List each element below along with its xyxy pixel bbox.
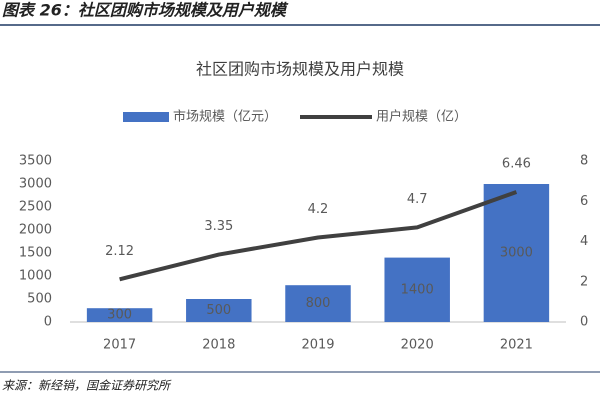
y-tick-label: 0: [44, 315, 52, 330]
x-tick-label: 2017: [103, 338, 136, 353]
x-tick-label: 2019: [301, 338, 334, 353]
legend-label: 用户规模（亿）: [376, 109, 467, 125]
line-value-label: 3.35: [204, 219, 233, 234]
bar: [483, 184, 550, 322]
y2-tick-label: 8: [580, 154, 588, 169]
y2-tick-label: 4: [580, 234, 588, 249]
legend-swatch: [123, 112, 169, 122]
line-value-label: 6.46: [502, 156, 531, 171]
bar-value-label: 800: [306, 296, 331, 311]
y-tick-label: 1000: [19, 269, 52, 284]
x-tick-label: 2021: [500, 338, 533, 353]
header-title: 图表 26：社区团购市场规模及用户规模: [2, 1, 289, 20]
bar-value-label: 3000: [500, 246, 533, 261]
line-value-label: 4.7: [407, 192, 428, 207]
y-tick-label: 3000: [19, 177, 52, 192]
bar: [384, 257, 450, 322]
y2-tick-label: 2: [580, 274, 588, 289]
line-value-label: 4.2: [308, 202, 329, 217]
line: [119, 190, 518, 282]
chart-title: 社区团购市场规模及用户规模: [196, 60, 404, 79]
bar: [186, 299, 252, 322]
y2-tick-label: 6: [580, 194, 588, 209]
y-tick-label: 3500: [19, 154, 52, 169]
bar: [285, 285, 351, 322]
x-tick-label: 2018: [202, 338, 235, 353]
bar-value-label: 500: [206, 303, 231, 318]
bar-value-label: 1400: [401, 282, 434, 297]
y-tick-label: 500: [27, 292, 52, 307]
line-value-label: 2.12: [105, 244, 134, 259]
bar: [86, 308, 153, 322]
y-tick-label: 1500: [19, 246, 52, 261]
y-tick-label: 2500: [19, 200, 52, 215]
legend-label: 市场规模（亿元）: [173, 109, 277, 125]
y2-tick-label: 0: [580, 315, 588, 330]
x-tick-label: 2020: [401, 338, 434, 353]
source: 来源：新经销，国金证券研究所: [2, 379, 172, 393]
y-tick-label: 2000: [19, 223, 52, 238]
bar-value-label: 300: [107, 308, 132, 323]
